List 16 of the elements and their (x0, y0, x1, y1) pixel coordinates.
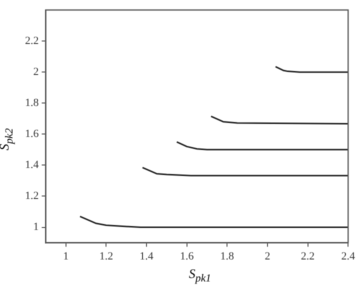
x-tick-label: 1.6 (180, 250, 194, 262)
x-axis-title: S$_{pk1}$ (188, 266, 212, 285)
x-tick-label: 1.8 (220, 250, 235, 262)
y-tick-label: 1.8 (25, 97, 40, 110)
y-tick-label: 1.4 (25, 159, 40, 172)
x-tick-label: 2.2 (300, 250, 315, 262)
y-tick-label: 1 (33, 221, 39, 234)
y-tick-label: 1.6 (25, 128, 40, 140)
y-tick-label: 2.2 (25, 34, 39, 47)
x-tick-label: 1 (63, 250, 69, 262)
x-tick-label: 1.2 (99, 250, 114, 262)
y-tick-label: 2 (33, 66, 39, 78)
x-tick-label: 2.4 (341, 250, 356, 262)
x-tick-label: 2 (264, 250, 270, 262)
y-tick-label: 1.2 (25, 190, 39, 202)
x-tick-label: 1.4 (140, 250, 154, 262)
